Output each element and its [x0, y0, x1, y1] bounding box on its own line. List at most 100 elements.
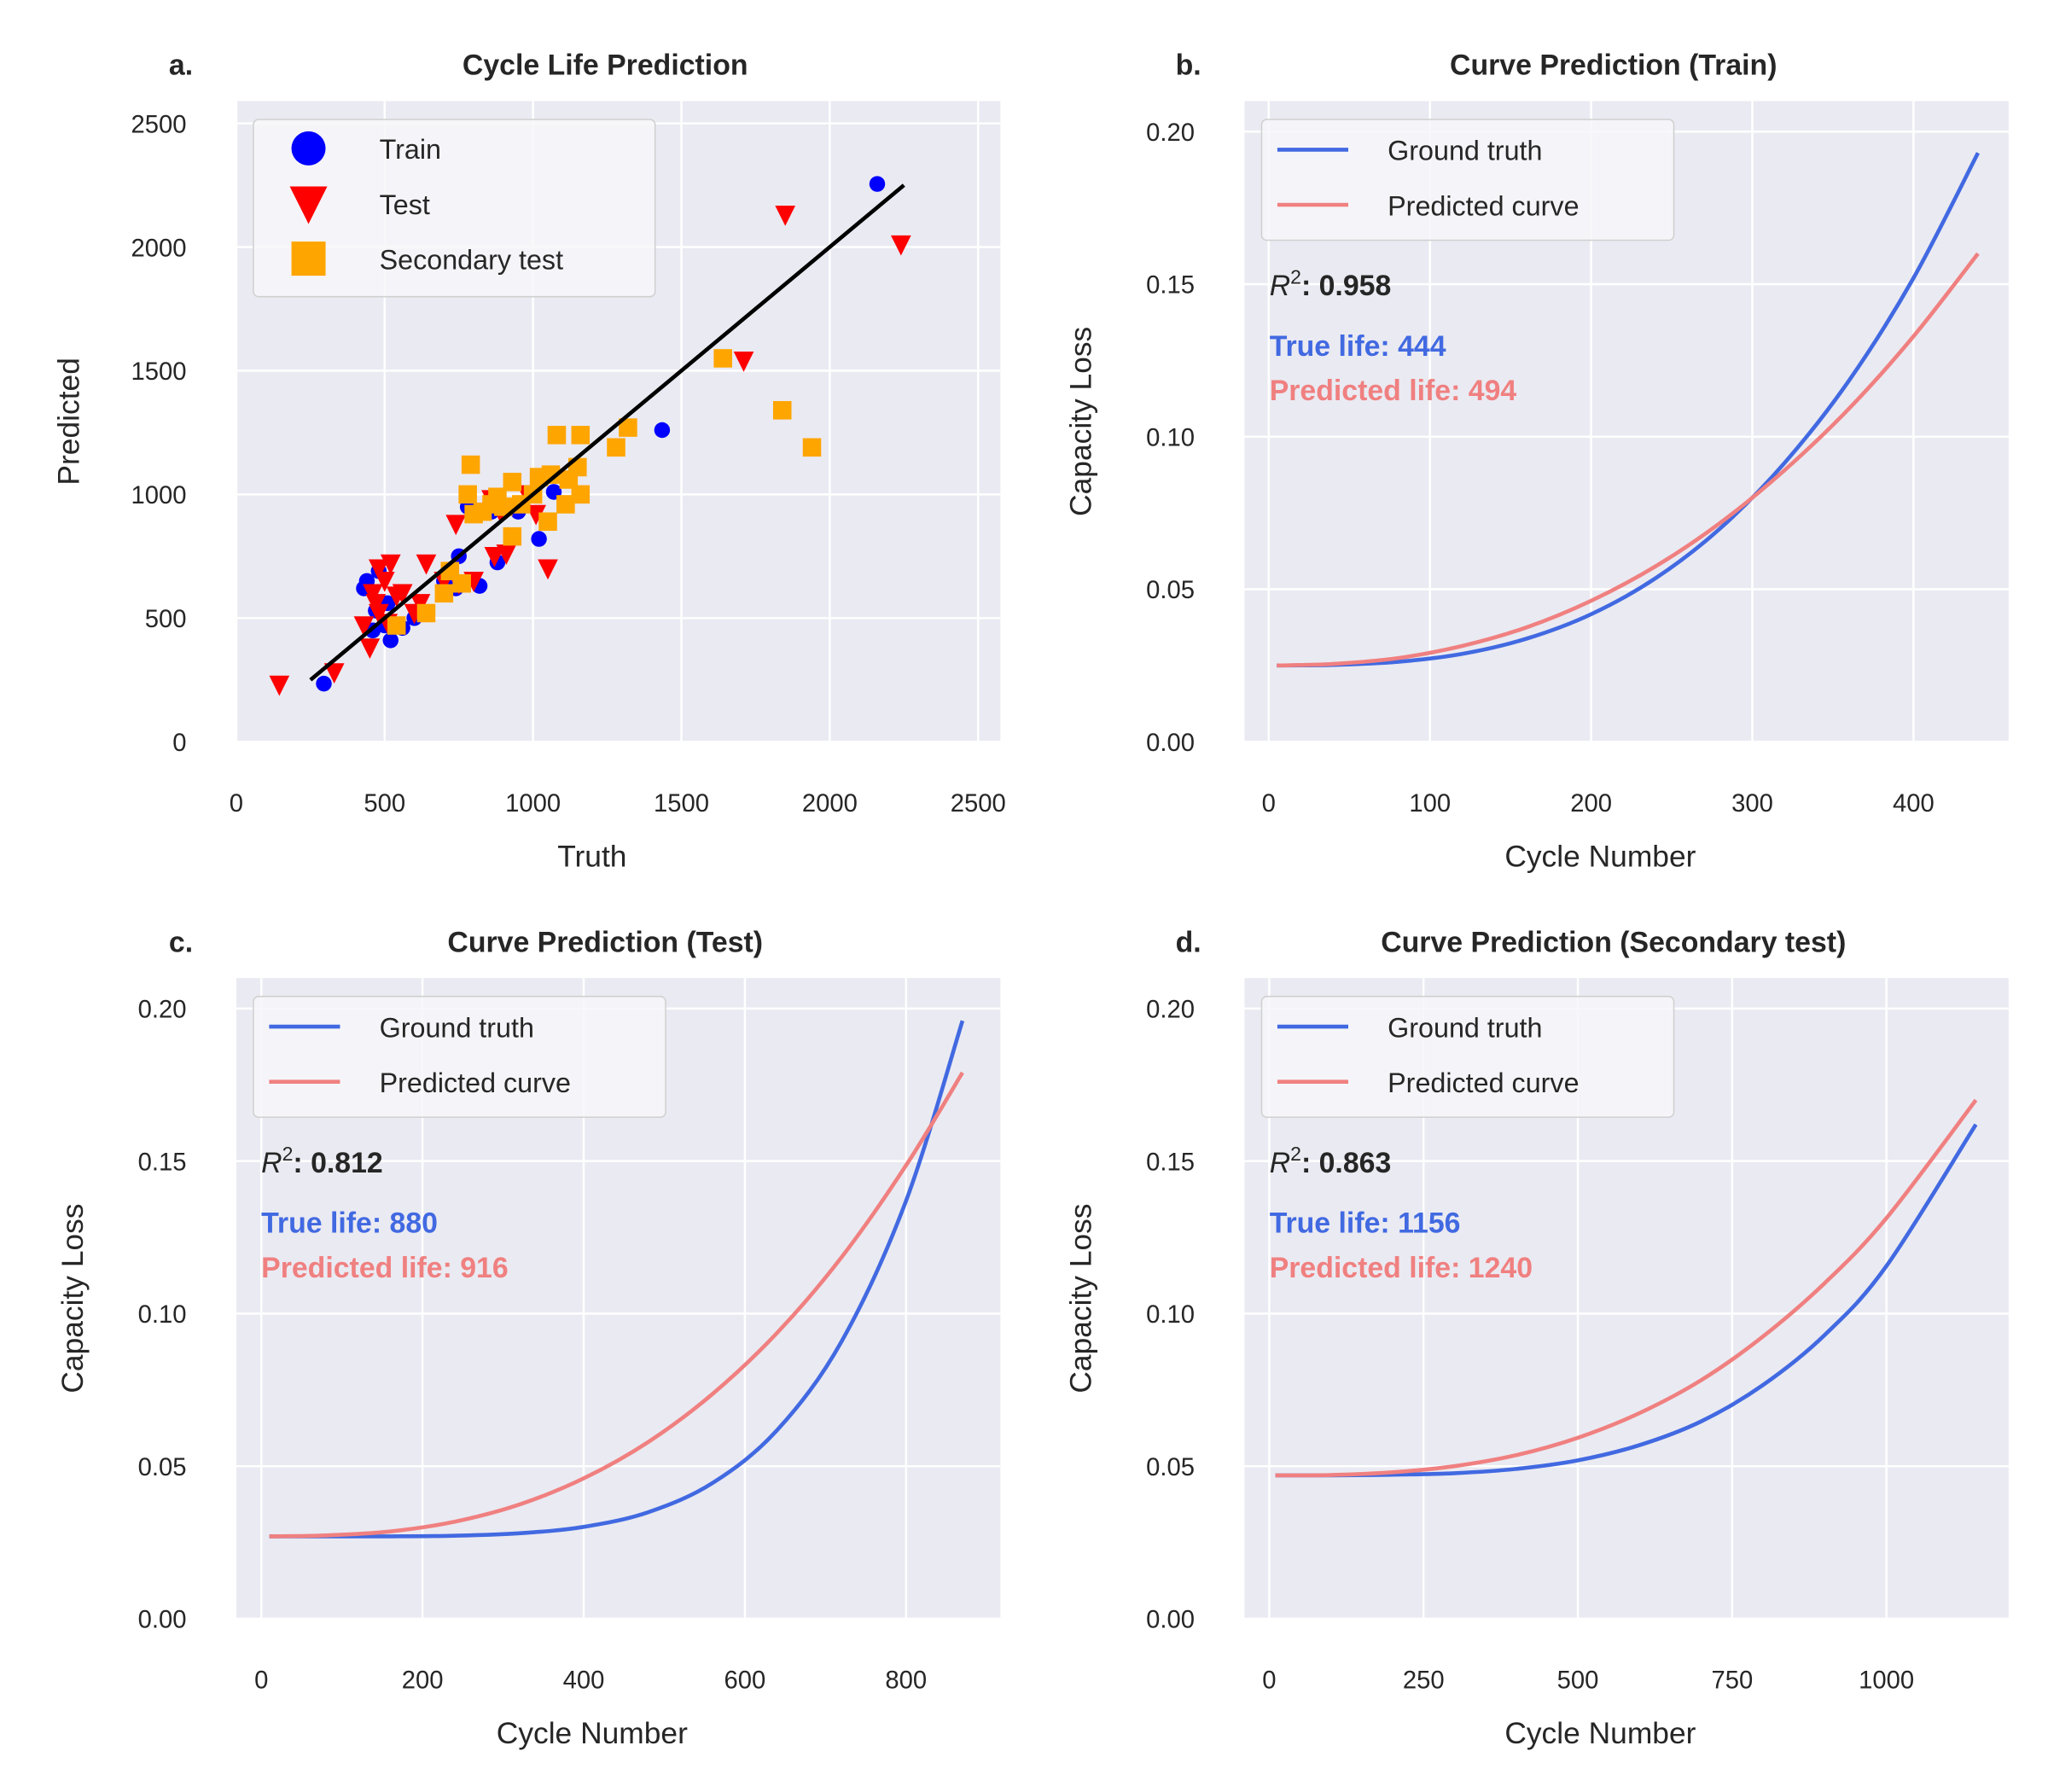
y-tick-label: 1000 — [131, 482, 186, 509]
y-axis-label: Capacity Loss — [1064, 1203, 1097, 1393]
y-tick-label: 0.20 — [1146, 119, 1195, 147]
legend-label: Ground truth — [380, 1012, 534, 1043]
y-tick-label: 1500 — [131, 358, 186, 386]
point-secondary-test — [547, 426, 567, 445]
y-tick-label: 0.20 — [138, 997, 187, 1024]
curve-predicted-curve — [1277, 252, 1980, 668]
legend-label: Predicted curve — [1388, 190, 1579, 221]
x-tick-label: 100 — [1409, 790, 1451, 817]
point-test — [484, 547, 505, 567]
r2-symbol: R — [261, 1147, 282, 1179]
y-tick-label: 2500 — [131, 111, 186, 138]
x-tick-label: 500 — [364, 790, 405, 817]
legend-box — [253, 119, 656, 298]
predicted-life-annotation: Predicted life: 916 — [261, 1252, 509, 1284]
chart-title: Curve Prediction (Test) — [447, 926, 763, 958]
x-tick-label: 1000 — [1859, 1667, 1914, 1694]
point-train — [531, 531, 547, 547]
legend-label: Secondary test — [380, 244, 563, 275]
r2-annotation: R2: 0.958 — [1270, 265, 1392, 302]
point-test — [353, 616, 375, 637]
point-train — [654, 422, 671, 439]
point-secondary-test — [559, 470, 579, 489]
x-tick-label: 200 — [1570, 790, 1612, 817]
x-tick-label: 2500 — [951, 790, 1006, 817]
point-test — [374, 572, 395, 592]
r2-superscript: 2 — [282, 1143, 294, 1165]
y-tick-label: 0.20 — [1146, 997, 1195, 1024]
point-test — [392, 584, 413, 605]
point-secondary-test — [461, 455, 480, 474]
curve-predicted-curve — [1275, 1098, 1978, 1478]
true-life-annotation: True life: 880 — [261, 1207, 438, 1240]
y-tick-label: 0.15 — [1146, 272, 1195, 300]
true-life-annotation: True life: 444 — [1270, 330, 1446, 363]
panel-b: 0 100 200 300 400 0.00 0.05 0.10 0.15 0.20 Curve P… — [1064, 49, 2009, 873]
x-axis-label: Cycle Number — [497, 1717, 688, 1750]
y-axis-label: Predicted — [52, 358, 85, 485]
y-tick-label: 0.00 — [138, 1607, 187, 1634]
point-secondary-test — [387, 616, 406, 635]
x-tick-label: 400 — [563, 1667, 605, 1694]
point-test — [445, 515, 467, 536]
point-test — [526, 504, 546, 526]
fit-line — [309, 183, 905, 682]
y-tick-label: 2000 — [131, 235, 186, 262]
point-secondary-test — [503, 473, 522, 492]
point-test — [775, 206, 796, 226]
y-axis-label: Capacity Loss — [1064, 327, 1097, 516]
point-test — [359, 638, 381, 660]
y-tick-label: 0.10 — [1146, 424, 1195, 451]
legend-label: Test — [380, 189, 430, 220]
point-secondary-test — [503, 527, 522, 546]
x-axis-label: Cycle Number — [1504, 840, 1696, 873]
point-train — [382, 632, 399, 649]
x-tick-label: 750 — [1711, 1667, 1753, 1694]
legend-box — [253, 995, 666, 1118]
y-tick-label: 0.05 — [138, 1454, 187, 1481]
x-tick-label: 250 — [1403, 1667, 1445, 1694]
x-tick-label: 0 — [1262, 790, 1276, 817]
chart-title: Curve Prediction (Train) — [1450, 49, 1777, 82]
point-test — [416, 554, 437, 575]
point-secondary-test — [571, 485, 591, 504]
point-test — [368, 559, 389, 580]
point-secondary-test — [464, 504, 483, 524]
point-secondary-test — [529, 468, 549, 486]
y-tick-label: 0 — [172, 730, 186, 757]
y-tick-label: 0.00 — [1146, 1607, 1195, 1634]
point-test — [538, 559, 558, 580]
point-secondary-test — [538, 512, 557, 532]
y-tick-label: 0.00 — [1146, 730, 1195, 757]
point-secondary-test — [434, 584, 454, 603]
x-tick-label: 500 — [1557, 1667, 1599, 1694]
legend: Ground truth Predicted curve — [1260, 119, 1675, 241]
y-tick-label: 0.10 — [1146, 1301, 1195, 1329]
panel-letter: b. — [1176, 49, 1201, 82]
curve-ground-truth — [1275, 1123, 1978, 1478]
legend-marker-triangle-down — [289, 186, 328, 224]
curve-ground-truth — [1277, 152, 1981, 668]
y-tick-label: 0.05 — [1146, 577, 1195, 604]
r2-annotation: R2: 0.863 — [1270, 1143, 1392, 1179]
x-tick-label: 0 — [1262, 1667, 1276, 1694]
point-test — [269, 675, 290, 696]
curve-ground-truth — [269, 1020, 965, 1539]
legend-box — [1260, 995, 1675, 1118]
legend: Train Test Secondary test — [253, 119, 656, 298]
legend-label: Ground truth — [1388, 1012, 1542, 1043]
point-secondary-test — [772, 401, 792, 420]
legend-label: Predicted curve — [1388, 1068, 1579, 1098]
predicted-life-annotation: Predicted life: 1240 — [1270, 1252, 1533, 1284]
legend-box — [1260, 119, 1675, 241]
point-secondary-test — [713, 349, 732, 368]
legend-label: Train — [380, 134, 441, 165]
legend-marker-square — [291, 241, 326, 276]
true-life-annotation: True life: 1156 — [1270, 1207, 1461, 1240]
x-tick-label: 0 — [230, 790, 243, 817]
legend-marker-circle — [291, 131, 326, 166]
x-tick-label: 800 — [885, 1667, 927, 1694]
r2-symbol: R — [1270, 270, 1290, 302]
y-tick-label: 0.15 — [138, 1149, 187, 1176]
x-tick-label: 600 — [724, 1667, 766, 1694]
